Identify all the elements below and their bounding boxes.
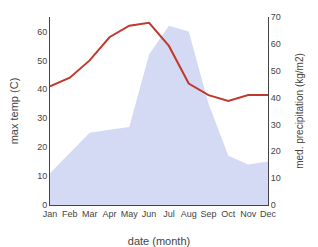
svg-text:40: 40	[37, 84, 47, 94]
svg-text:0: 0	[42, 200, 47, 210]
svg-text:date (month): date (month)	[128, 235, 190, 247]
svg-text:May: May	[121, 209, 139, 219]
svg-text:Apr: Apr	[102, 209, 116, 219]
svg-text:60: 60	[37, 27, 47, 37]
svg-text:Jun: Jun	[142, 209, 157, 219]
svg-text:10: 10	[271, 173, 281, 183]
svg-text:20: 20	[271, 146, 281, 156]
svg-text:30: 30	[37, 113, 47, 123]
svg-text:Jul: Jul	[163, 209, 175, 219]
svg-text:Aug: Aug	[181, 209, 197, 219]
svg-text:Nov: Nov	[240, 209, 257, 219]
svg-text:med. precipitation (kg/m2): med. precipitation (kg/m2)	[294, 53, 305, 169]
svg-text:Oct: Oct	[221, 209, 236, 219]
svg-text:10: 10	[37, 171, 47, 181]
svg-text:70: 70	[271, 12, 281, 22]
svg-text:Jan: Jan	[43, 209, 58, 219]
svg-text:60: 60	[271, 39, 281, 49]
svg-text:50: 50	[37, 56, 47, 66]
svg-text:30: 30	[271, 120, 281, 130]
svg-text:Mar: Mar	[82, 209, 98, 219]
svg-text:Feb: Feb	[62, 209, 78, 219]
svg-text:50: 50	[271, 66, 281, 76]
svg-text:max temp (C): max temp (C)	[8, 78, 20, 145]
svg-text:0: 0	[271, 200, 276, 210]
svg-text:Sep: Sep	[201, 209, 217, 219]
svg-text:20: 20	[37, 142, 47, 152]
svg-text:Dec: Dec	[260, 209, 277, 219]
svg-text:40: 40	[271, 93, 281, 103]
